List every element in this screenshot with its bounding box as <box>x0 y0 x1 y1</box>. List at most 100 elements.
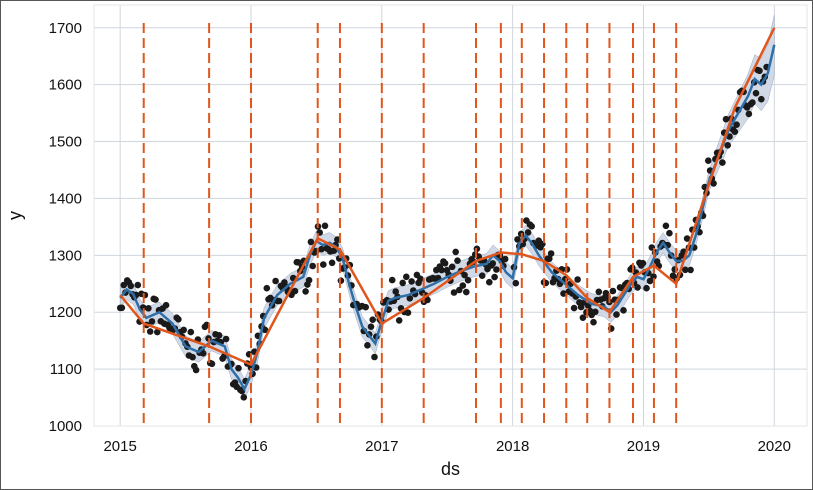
observed-point <box>328 259 336 267</box>
x-tick-label: 2019 <box>627 438 660 455</box>
observed-point <box>152 296 159 303</box>
y-tick-label: 1600 <box>49 77 82 94</box>
y-tick-label: 1200 <box>49 304 82 321</box>
observed-point <box>613 311 620 318</box>
observed-point <box>199 350 207 357</box>
observed-point <box>215 332 223 339</box>
y-tick-label: 1000 <box>49 418 82 435</box>
observed-point <box>570 304 578 312</box>
observed-point <box>463 288 470 296</box>
observed-point <box>318 245 325 253</box>
observed-point <box>452 248 460 256</box>
observed-point <box>320 261 327 268</box>
observed-point <box>367 323 375 331</box>
observed-point <box>662 222 670 230</box>
observed-point <box>148 318 156 325</box>
observed-point <box>546 255 553 262</box>
observed-point <box>489 260 497 267</box>
observed-point <box>187 328 195 336</box>
observed-point <box>307 238 315 246</box>
observed-point <box>240 394 248 401</box>
observed-point <box>486 278 493 286</box>
observed-point <box>749 99 756 106</box>
observed-point <box>403 273 410 281</box>
observed-point <box>392 288 400 295</box>
observed-point <box>364 342 371 349</box>
observed-point <box>733 121 740 128</box>
observed-point <box>417 275 424 283</box>
observed-point <box>758 95 765 103</box>
observed-point <box>560 290 567 297</box>
observed-point <box>406 295 414 302</box>
observed-point <box>464 276 472 284</box>
observed-point <box>235 364 242 372</box>
observed-point <box>404 309 412 317</box>
observed-point <box>441 260 449 267</box>
observed-point <box>501 255 509 263</box>
plot-border <box>93 4 808 427</box>
observed-point <box>192 366 200 374</box>
observed-point <box>139 304 147 311</box>
x-tick-label: 2020 <box>758 438 791 455</box>
observed-point <box>547 250 555 257</box>
observed-point <box>330 247 338 254</box>
y-tick-label: 1400 <box>49 190 82 207</box>
y-tick-label: 1700 <box>49 20 82 37</box>
observed-point <box>634 284 641 291</box>
observed-point <box>493 266 500 273</box>
observed-point <box>620 307 627 314</box>
observed-point <box>175 316 182 323</box>
y-tick-label: 1100 <box>50 361 82 378</box>
observed-point <box>162 301 170 309</box>
observed-point <box>222 335 230 343</box>
observed-point <box>639 259 647 267</box>
observed-point <box>263 284 271 292</box>
x-axis-label: ds <box>441 459 460 479</box>
observed-point <box>710 180 717 187</box>
observed-point <box>309 262 317 270</box>
observed-point <box>752 89 760 97</box>
observed-point <box>524 229 532 236</box>
x-tick-label: 2017 <box>365 438 398 455</box>
observed-point <box>719 159 726 166</box>
observed-point <box>424 296 431 304</box>
observed-point <box>592 308 599 316</box>
observed-point <box>666 229 673 237</box>
observed-point <box>127 282 135 290</box>
observed-point <box>141 291 149 299</box>
observed-point <box>590 318 597 326</box>
observed-point <box>705 157 712 164</box>
observed-point <box>454 257 461 265</box>
observed-point <box>189 353 196 361</box>
observed-point <box>302 288 309 295</box>
observed-point <box>134 281 142 289</box>
observed-point <box>291 287 299 295</box>
observed-point <box>395 317 403 324</box>
observed-point <box>388 276 396 284</box>
observed-point <box>528 223 535 230</box>
changepoint-layer <box>142 23 678 426</box>
observed-point <box>650 273 657 280</box>
observed-point <box>478 272 486 280</box>
observed-point <box>722 115 730 123</box>
observed-point <box>756 67 763 75</box>
observed-point <box>646 277 654 285</box>
observed-point <box>609 287 617 295</box>
observed-point <box>305 276 313 284</box>
observed-point <box>683 235 691 242</box>
axis-layer: 2015 2016 2017 2018 2019 2020 1000 1100 1200 1300… <box>49 4 808 455</box>
x-tick-label: 2016 <box>234 438 267 455</box>
observed-point <box>275 297 283 305</box>
observed-point <box>208 360 216 368</box>
observed-point <box>272 277 279 285</box>
y-tick-label: 1300 <box>49 247 82 264</box>
observed-point <box>371 353 378 361</box>
observed-point <box>438 266 445 274</box>
observed-point <box>643 284 650 292</box>
observed-point <box>512 279 520 287</box>
observed-point <box>120 281 127 289</box>
observed-point <box>369 316 377 324</box>
observed-point <box>579 314 587 322</box>
observed-point <box>154 328 161 336</box>
